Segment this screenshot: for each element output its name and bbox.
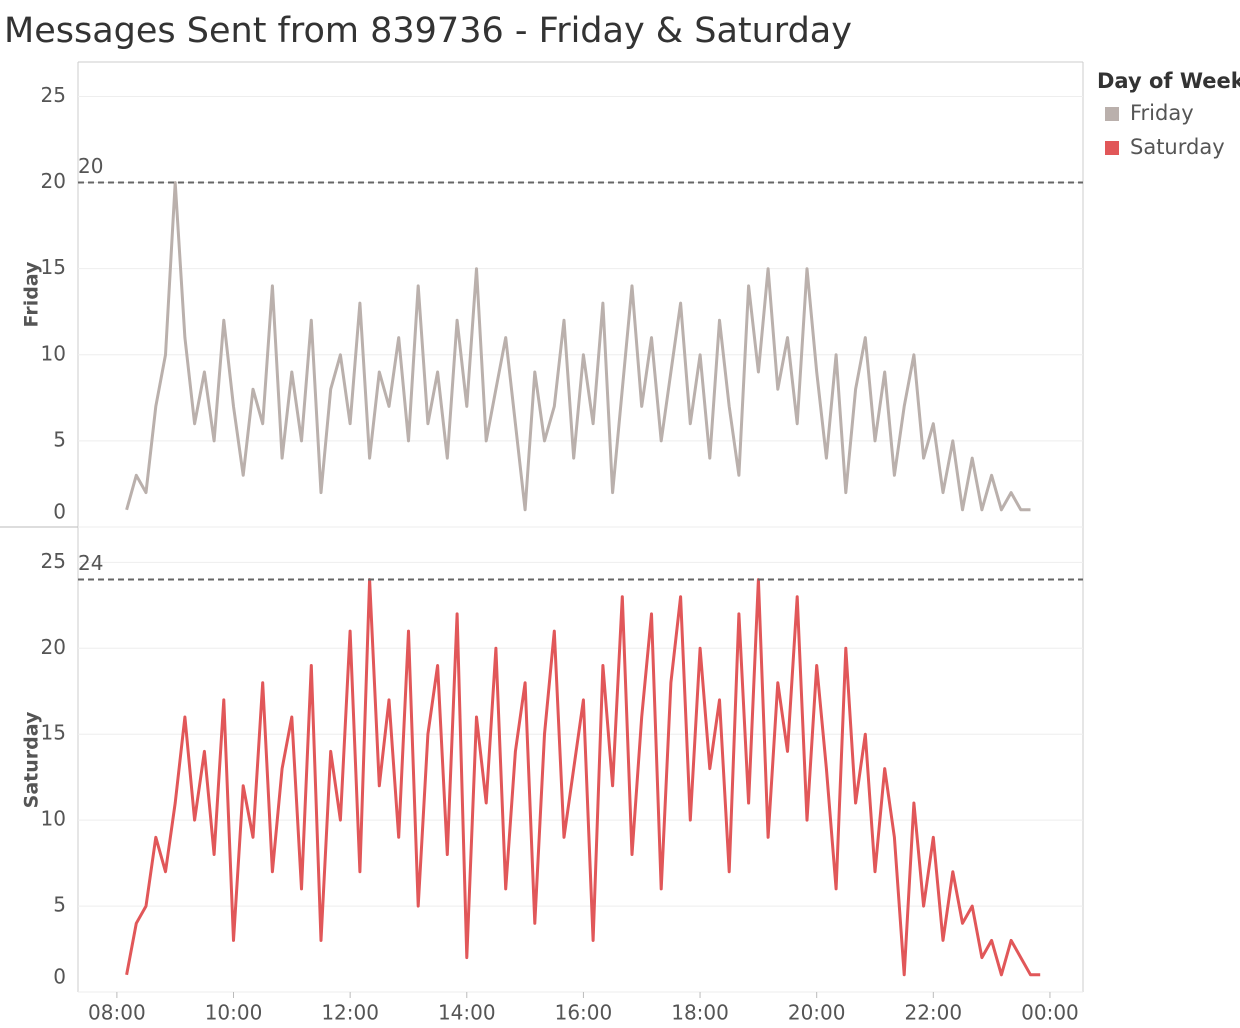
x-tick-label: 12:00 [321,1001,379,1025]
y-tick-label: 0 [53,965,66,989]
legend-label: Friday [1130,101,1194,125]
y-axis-label: Saturday [21,711,43,808]
x-tick-label: 22:00 [904,1001,962,1025]
legend-label: Saturday [1130,135,1225,159]
y-tick-label: 10 [41,341,66,365]
x-tick-label: 08:00 [88,1001,146,1025]
legend-title: Day of Week [1097,69,1240,93]
y-axis-label: Friday [21,261,43,327]
y-tick-label: 15 [41,721,66,745]
y-tick-label: 25 [41,549,66,573]
y-tick-label: 0 [53,500,66,524]
x-tick-label: 20:00 [788,1001,846,1025]
chart-title: Messages Sent from 839736 - Friday & Sat… [4,11,852,51]
y-tick-label: 20 [41,169,66,193]
reference-label: 20 [78,154,103,178]
y-tick-label: 25 [41,83,66,107]
y-tick-label: 5 [53,427,66,451]
y-tick-label: 20 [41,635,66,659]
x-tick-label: 16:00 [555,1001,613,1025]
reference-label: 24 [78,551,103,575]
data-line [125,181,1031,512]
data-line [125,578,1041,977]
x-tick-label: 10:00 [205,1001,263,1025]
y-tick-label: 15 [41,255,66,279]
x-tick-label: 14:00 [438,1001,496,1025]
legend-swatch [1105,107,1119,121]
x-tick-label: 18:00 [671,1001,729,1025]
legend-swatch [1105,141,1119,155]
y-tick-label: 10 [41,807,66,831]
y-tick-label: 5 [53,893,66,917]
x-tick-label: 00:00 [1021,1001,1079,1025]
